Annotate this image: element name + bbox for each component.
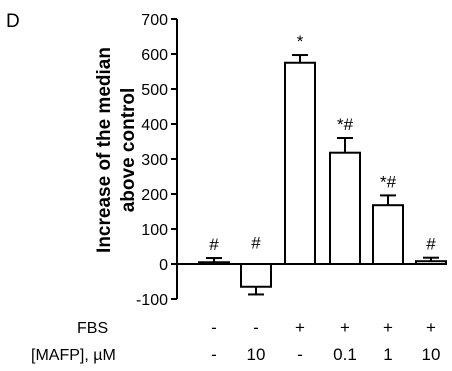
y-axis-title-line-1: Increase of the median bbox=[94, 47, 115, 253]
bar bbox=[240, 263, 272, 288]
bar bbox=[329, 151, 361, 265]
y-tick-label: 600 bbox=[141, 47, 168, 64]
y-tick-label: -100 bbox=[136, 292, 168, 309]
condition-value: 10 bbox=[422, 345, 441, 364]
bar bbox=[284, 61, 316, 265]
bar bbox=[415, 260, 447, 266]
bar bbox=[198, 261, 230, 265]
condition-table: FBS - - + + + + [MAFP], µM - 10 - 0.1 1 10 bbox=[31, 318, 440, 364]
y-tick-label: 300 bbox=[141, 152, 168, 169]
condition-row-label: [MAFP], µM bbox=[31, 347, 116, 364]
condition-value: - bbox=[211, 345, 217, 364]
y-tick-label: 0 bbox=[159, 257, 168, 274]
condition-value: + bbox=[340, 318, 350, 337]
bar bbox=[372, 204, 404, 265]
y-axis-title-line-2: above control bbox=[118, 88, 139, 213]
condition-value: - bbox=[211, 318, 217, 337]
significance-label: # bbox=[251, 233, 261, 252]
condition-value: 10 bbox=[247, 345, 266, 364]
y-tick-label: 200 bbox=[141, 187, 168, 204]
condition-value: + bbox=[383, 318, 393, 337]
condition-row-label: FBS bbox=[77, 320, 108, 337]
condition-value: + bbox=[426, 318, 436, 337]
plot-area: -100 0 100 200 300 400 500 600 700 # # * *# *# # bbox=[136, 12, 447, 309]
y-tick-label: 100 bbox=[141, 222, 168, 239]
significance-label: * bbox=[297, 32, 304, 51]
condition-value: - bbox=[297, 345, 303, 364]
y-tick-label: 400 bbox=[141, 117, 168, 134]
significance-label: # bbox=[426, 235, 436, 254]
y-axis-title: Increase of the median above control bbox=[94, 47, 139, 253]
significance-label: *# bbox=[337, 115, 354, 134]
condition-value: - bbox=[253, 318, 259, 337]
y-tick-label: 700 bbox=[141, 12, 168, 29]
condition-value: 0.1 bbox=[333, 345, 357, 364]
panel-label: D bbox=[6, 11, 20, 32]
significance-label: # bbox=[209, 235, 219, 254]
condition-value: 1 bbox=[383, 345, 392, 364]
y-tick-label: 500 bbox=[141, 82, 168, 99]
condition-value: + bbox=[295, 318, 305, 337]
significance-label: *# bbox=[380, 172, 397, 191]
